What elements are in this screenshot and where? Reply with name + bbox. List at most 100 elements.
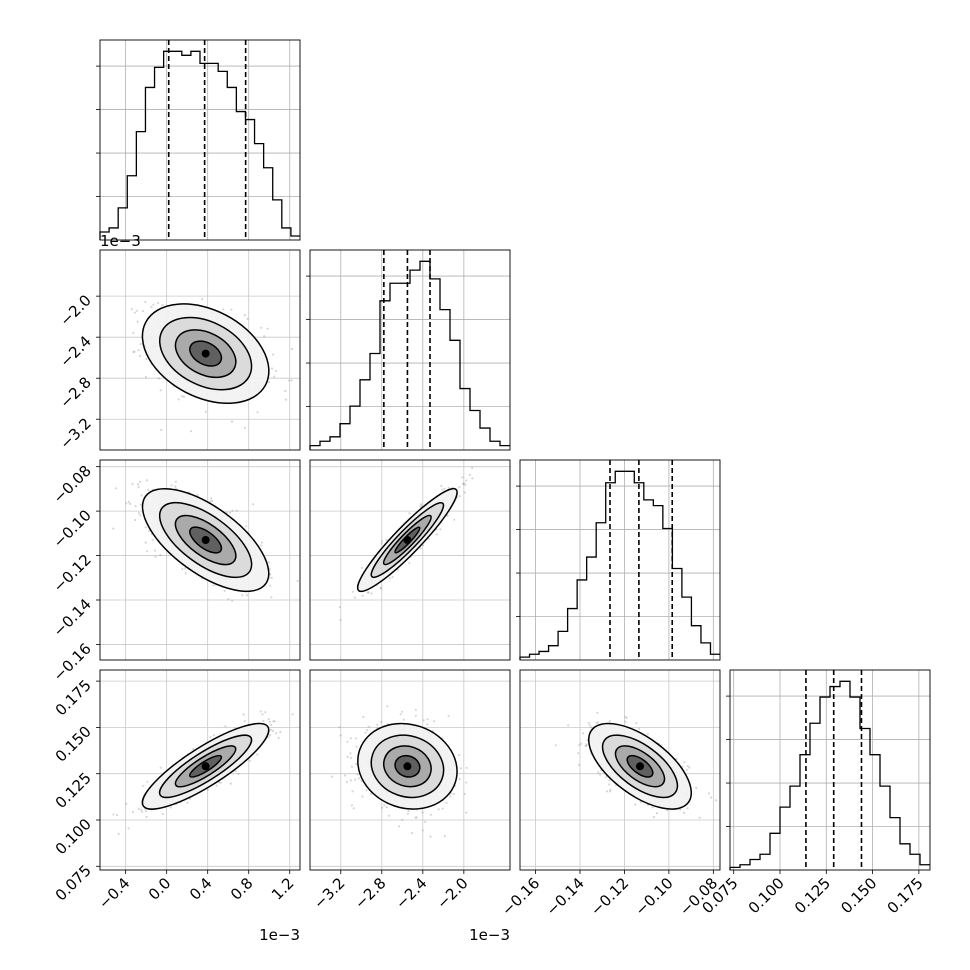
scatter-point — [414, 816, 417, 819]
scatter-panel-2-3 — [519, 669, 721, 871]
scatter-point — [435, 533, 438, 536]
scatter-point — [350, 765, 353, 768]
scatter-point — [366, 591, 369, 594]
scatter-point — [160, 428, 163, 432]
scatter-point — [144, 375, 147, 379]
scatter-point — [465, 479, 468, 482]
scatter-point — [385, 806, 388, 809]
scatter-point — [652, 816, 656, 819]
scatter-point — [291, 713, 294, 716]
scatter-point — [186, 801, 189, 804]
scatter-point — [391, 575, 394, 579]
scatter-point — [355, 745, 358, 748]
scatter-point — [465, 781, 468, 784]
scatter-point — [177, 398, 180, 401]
x-tick-label: −3.2 — [310, 874, 348, 912]
scatter-point — [169, 806, 172, 809]
scatter-point — [624, 715, 627, 718]
scatter-point — [147, 488, 150, 491]
scatter-point — [153, 549, 156, 552]
scatter-point — [400, 710, 404, 713]
scatter-point — [443, 835, 446, 838]
scatter-point — [459, 767, 463, 770]
scatter-point — [411, 831, 414, 835]
scatter-point — [196, 493, 199, 496]
y-tick-label: 0.125 — [52, 769, 95, 812]
scatter-point — [137, 511, 140, 515]
scatter-point — [414, 714, 417, 717]
y-tick-label: −0.08 — [50, 462, 95, 507]
histogram-step — [729, 680, 930, 870]
scatter-point — [161, 812, 164, 816]
scatter-point — [227, 598, 230, 601]
scatter-point — [206, 788, 209, 792]
scatter-point — [350, 756, 353, 760]
scatter-point — [349, 779, 352, 782]
scatter-point — [634, 803, 637, 806]
scatter-point — [433, 720, 436, 723]
scatter-point — [132, 351, 135, 354]
scatter-point — [114, 487, 117, 490]
scatter-point — [584, 744, 587, 747]
scatter-point — [235, 509, 238, 512]
scatter-point — [223, 589, 226, 593]
scatter-point — [346, 755, 349, 759]
panel-body — [310, 460, 510, 660]
x-tick-label: −0.4 — [95, 874, 133, 912]
scatter-point — [144, 300, 147, 304]
histogram-panel-1 — [306, 249, 511, 451]
scatter-point — [273, 720, 276, 723]
scatter-point — [182, 395, 186, 398]
scatter-point — [268, 734, 272, 737]
scatter-point — [385, 538, 388, 541]
scatter-point — [437, 808, 440, 811]
scatter-point — [212, 584, 215, 587]
scatter-point — [422, 719, 425, 722]
scatter-point — [234, 770, 237, 773]
scatter-point — [131, 482, 134, 485]
scatter-point — [139, 342, 142, 346]
scatter-point — [360, 566, 363, 570]
panel-body — [100, 670, 300, 870]
scatter-point — [159, 554, 162, 557]
scatter-panel-0-1 — [99, 249, 301, 451]
scatter-point — [445, 801, 448, 804]
panel-frame — [99, 669, 301, 871]
panel-frame — [99, 39, 301, 241]
scatter-point — [588, 724, 591, 727]
histogram-step — [99, 50, 300, 240]
scatter-point — [439, 528, 442, 531]
scatter-point — [174, 485, 177, 488]
scatter-point — [582, 732, 585, 735]
scatter-point — [231, 509, 234, 512]
scatter-point — [142, 784, 145, 787]
scatter-point — [201, 298, 204, 301]
y-tick-label: 0.175 — [52, 676, 95, 719]
scatter-point — [608, 719, 612, 723]
scatter-point — [296, 579, 299, 583]
scatter-point — [447, 714, 450, 718]
scatter-point — [144, 526, 147, 529]
scatter-point — [256, 753, 259, 756]
scatter-point — [679, 808, 682, 811]
scatter-point — [635, 722, 638, 725]
scatter-point — [248, 759, 251, 762]
scatter-point — [256, 411, 259, 414]
scatter-point — [190, 430, 193, 433]
scatter-point — [174, 480, 177, 483]
scatter-point — [408, 512, 411, 515]
scatter-point — [243, 426, 246, 429]
scatter-point — [585, 743, 588, 746]
panel-frame — [309, 249, 511, 451]
x-tick-label: 0.125 — [791, 874, 834, 917]
density-peak — [403, 762, 412, 771]
scatter-point — [139, 514, 142, 517]
scatter-point — [458, 753, 461, 757]
scatter-point — [388, 577, 391, 580]
y-tick-label: 0.150 — [52, 723, 95, 766]
scatter-point — [452, 793, 455, 796]
scatter-point — [468, 473, 472, 476]
scatter-point — [646, 733, 650, 736]
scatter-point — [134, 505, 137, 508]
